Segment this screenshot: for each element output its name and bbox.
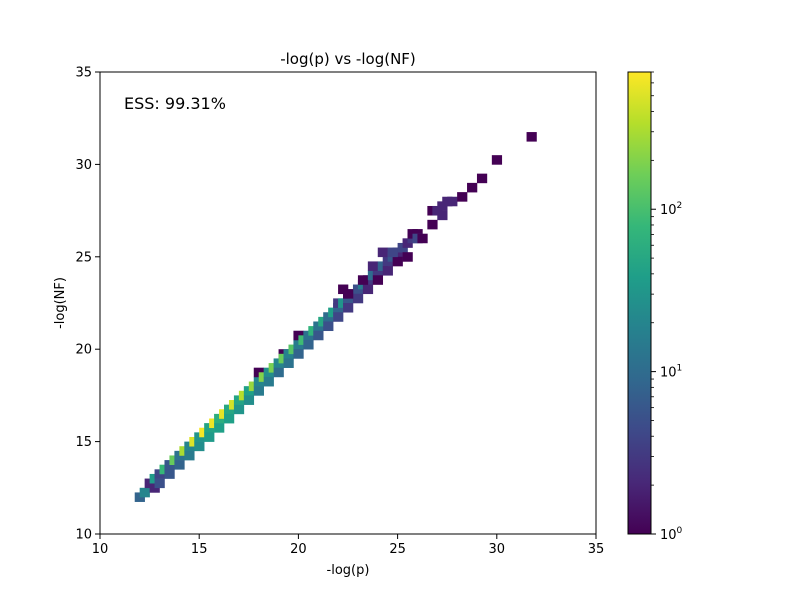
heatmap-bin xyxy=(362,284,374,295)
heatmap-bin xyxy=(194,441,205,452)
heatmap-bin xyxy=(357,275,369,285)
heatmap-bin xyxy=(224,413,235,424)
colorbar-frame xyxy=(627,71,652,535)
heatmap-bin xyxy=(243,395,255,405)
heatmap-bin xyxy=(343,289,354,299)
heatmap-bin xyxy=(253,386,264,396)
x-tick-label: 35 xyxy=(588,542,605,557)
heatmap-bin xyxy=(367,261,379,271)
y-tick-label: 10 xyxy=(75,528,92,543)
heatmap-bin xyxy=(174,460,185,470)
x-axis-label: -log(p) xyxy=(327,563,370,578)
colorbar-tick-label: 102 xyxy=(660,201,682,218)
y-tick-label: 35 xyxy=(75,66,92,81)
ess-annotation: ESS: 99.31% xyxy=(124,94,226,113)
colorbar-gradient xyxy=(628,72,651,534)
heatmap-bins xyxy=(134,132,537,502)
heatmap-bin xyxy=(417,233,428,244)
heatmap-bin xyxy=(427,219,438,230)
y-tick-label: 25 xyxy=(75,250,92,265)
y-axis-label: -log(NF) xyxy=(53,277,68,329)
heatmap-bin xyxy=(233,404,245,415)
y-tick-label: 30 xyxy=(75,158,92,173)
heatmap-bin xyxy=(467,182,478,193)
chart-title: -log(p) vs -log(NF) xyxy=(280,50,416,68)
y-tick-label: 15 xyxy=(75,435,92,450)
heatmap-bin xyxy=(392,256,403,267)
heatmap-bin xyxy=(437,210,448,221)
x-tick-label: 20 xyxy=(290,542,307,557)
x-tick-label: 15 xyxy=(191,542,208,557)
heatmap-bin xyxy=(323,321,334,332)
y-tick-label: 20 xyxy=(75,343,92,358)
heatmap-bin xyxy=(273,367,284,378)
heatmap-bin xyxy=(352,293,364,304)
colorbar: 100 101 102 xyxy=(627,71,683,543)
heatmap-bin xyxy=(447,196,458,207)
heatmap-bin xyxy=(263,376,274,387)
plot-frame xyxy=(99,71,597,535)
heatmap-bin xyxy=(313,330,324,341)
heatmap-bin xyxy=(387,247,398,258)
heatmap-bin xyxy=(372,275,384,285)
heatmap-bin xyxy=(204,432,215,442)
heatmap-bin xyxy=(139,487,150,498)
heatmap-bin xyxy=(457,192,468,202)
heatmap-bin xyxy=(303,339,314,350)
heatmap-bin xyxy=(526,132,537,142)
heatmap-bin xyxy=(184,450,195,461)
colorbar-ticks: 100 101 102 xyxy=(651,71,683,543)
heatmap-bin xyxy=(214,423,225,433)
heatmap-bin xyxy=(283,358,294,368)
colorbar-tick-label: 100 xyxy=(660,526,683,543)
heatmap-bin xyxy=(293,349,304,359)
x-axis: 10 15 20 25 30 35 xyxy=(92,534,605,557)
heatmap-bin xyxy=(382,266,393,276)
x-tick-label: 10 xyxy=(92,542,109,557)
y-axis: 10 15 20 25 30 35 xyxy=(75,66,100,543)
heatmap-bin xyxy=(333,312,344,322)
heatmap-bin xyxy=(164,469,175,479)
colorbar-tick-label: 101 xyxy=(660,364,682,381)
heatmap-bin xyxy=(491,155,503,165)
x-tick-label: 30 xyxy=(489,542,506,557)
heatmap-bin xyxy=(476,173,488,184)
heatmap-bin xyxy=(402,252,413,262)
heatmap-bin xyxy=(343,303,354,313)
heatmap-bin xyxy=(377,247,388,258)
x-tick-label: 25 xyxy=(389,542,406,557)
heatmap-bin xyxy=(154,478,165,489)
